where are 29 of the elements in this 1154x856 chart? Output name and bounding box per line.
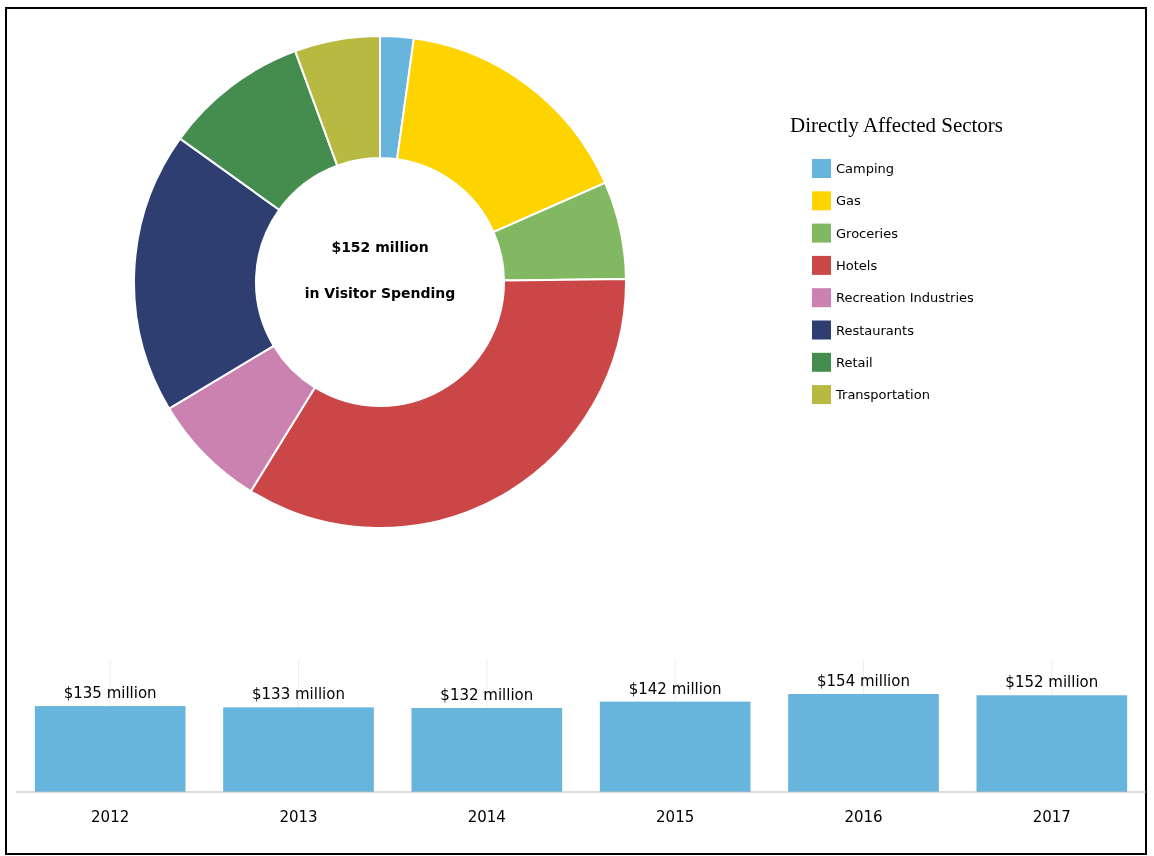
x-tick-label: 2017 bbox=[1032, 808, 1071, 826]
legend-label: Camping bbox=[836, 161, 895, 176]
legend-label: Restaurants bbox=[836, 322, 915, 338]
text: in Visitor Spending bbox=[304, 285, 456, 301]
bar bbox=[34, 706, 186, 792]
bar bbox=[599, 701, 751, 792]
bar bbox=[411, 708, 563, 792]
data-label: $135 million bbox=[63, 684, 157, 703]
legend-label: Gas bbox=[836, 193, 862, 209]
legend-label: Retail bbox=[836, 354, 873, 370]
x-tick-label: 2015 bbox=[656, 808, 695, 826]
bar bbox=[976, 695, 1128, 792]
x-tick-label: 2012 bbox=[91, 808, 130, 826]
text: $152 million bbox=[331, 239, 429, 255]
legend-title: Directly Affected Sectors bbox=[790, 113, 1004, 137]
x-tick-label: 2016 bbox=[844, 808, 883, 826]
data-label: $133 million bbox=[252, 685, 345, 704]
legend-label: Transportation bbox=[835, 387, 930, 403]
x-tick-label: 2014 bbox=[467, 808, 506, 826]
legend-label: Groceries bbox=[836, 225, 899, 241]
legend-label: Hotels bbox=[836, 257, 878, 273]
data-label: $142 million bbox=[628, 679, 722, 698]
legend-label: Recreation Industries bbox=[836, 290, 975, 306]
x-tick-label: 2013 bbox=[279, 808, 318, 826]
bar bbox=[223, 707, 374, 792]
data-label: $132 million bbox=[440, 686, 534, 704]
data-label: $152 million bbox=[1005, 673, 1099, 692]
data-label: $154 million bbox=[817, 672, 910, 690]
bar bbox=[788, 694, 939, 792]
